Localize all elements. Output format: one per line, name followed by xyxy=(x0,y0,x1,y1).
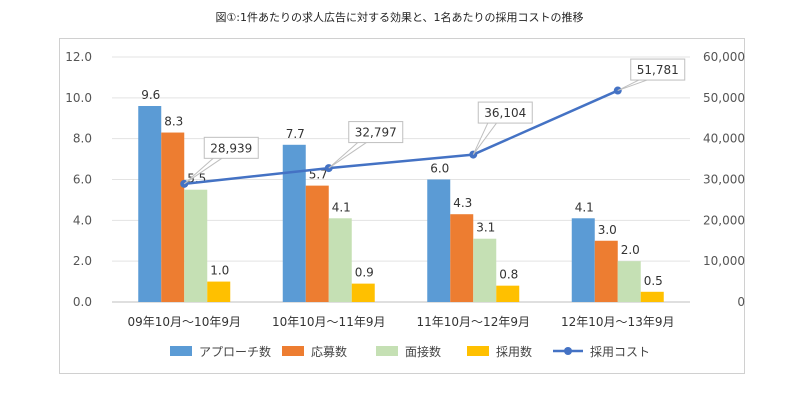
bar-data-label: 7.7 xyxy=(286,127,305,141)
bar xyxy=(427,179,451,302)
bar xyxy=(184,189,208,302)
y-right-tick-label: 20,000 xyxy=(703,213,745,227)
bar xyxy=(138,106,162,302)
bar-data-label: 8.3 xyxy=(164,115,183,129)
bar-data-label: 0.5 xyxy=(644,274,663,288)
y-left-tick-label: 6.0 xyxy=(73,173,92,187)
y-right-tick-label: 50,000 xyxy=(703,91,745,105)
y-right-tick-label: 0 xyxy=(737,295,745,309)
bar-data-label: 3.1 xyxy=(476,221,495,235)
bar-data-label: 5.7 xyxy=(309,168,328,182)
legend-label: 採用数 xyxy=(496,344,532,359)
callout-pointer xyxy=(617,78,650,92)
cost-data-label: 51,781 xyxy=(637,63,679,77)
bar-data-label: 4.1 xyxy=(332,200,351,214)
bar xyxy=(161,132,185,302)
bar-data-label: 0.8 xyxy=(499,268,518,282)
y-right-tick-label: 30,000 xyxy=(703,173,745,187)
cost-data-label: 32,797 xyxy=(355,126,397,140)
x-axis-categories: 09年10月～10年9月 10年10月～11年9月 11年10月～12年9月 12年1… xyxy=(128,315,675,329)
bar xyxy=(207,281,231,302)
bar xyxy=(496,285,520,302)
y-left-tick-label: 0.0 xyxy=(73,295,92,309)
y-left-tick-label: 10.0 xyxy=(65,91,92,105)
y-axis-left: 0.0 2.0 4.0 6.0 8.0 10.0 12.0 xyxy=(65,50,92,309)
chart-frame xyxy=(59,38,745,374)
x-category-label: 09年10月～10年9月 xyxy=(128,315,241,329)
y-right-tick-label: 10,000 xyxy=(703,254,745,268)
bar-data-label: 9.6 xyxy=(141,88,160,102)
legend-swatch xyxy=(170,346,192,356)
cost-data-label: 28,939 xyxy=(210,141,252,155)
legend-swatch xyxy=(376,346,398,356)
legend-marker xyxy=(564,347,572,355)
bar-data-label: 0.9 xyxy=(355,266,374,280)
bar xyxy=(450,214,474,302)
y-right-tick-label: 60,000 xyxy=(703,50,745,64)
bar xyxy=(328,218,352,302)
y-axis-right: 0 10,000 20,000 30,000 40,000 50,000 60,000 xyxy=(703,50,745,309)
legend-swatch xyxy=(467,346,489,356)
x-category-label: 11年10月～12年9月 xyxy=(417,315,530,329)
y-left-tick-label: 4.0 xyxy=(73,213,92,227)
bar-data-label: 6.0 xyxy=(430,162,449,176)
legend-label: 面接数 xyxy=(405,344,441,359)
x-category-label: 10年10月～11年9月 xyxy=(272,315,385,329)
callout-box xyxy=(630,58,686,81)
bar-group xyxy=(138,106,664,302)
bar xyxy=(305,185,329,302)
bar xyxy=(571,218,595,302)
callout-box xyxy=(477,101,533,124)
y-left-tick-label: 12.0 xyxy=(65,50,92,64)
bar-data-label: 3.0 xyxy=(598,223,617,237)
bar-data-label: 2.0 xyxy=(621,243,640,257)
bar xyxy=(594,240,618,302)
bar xyxy=(473,238,497,302)
y-left-tick-label: 8.0 xyxy=(73,132,92,146)
y-left-tick-label: 2.0 xyxy=(73,254,92,268)
legend-label: アプローチ数 xyxy=(199,344,271,359)
bar-data-label: 4.1 xyxy=(575,200,594,214)
cost-line-path xyxy=(184,89,619,186)
x-category-label: 12年10月～13年9月 xyxy=(561,315,674,329)
cost-data-label: 36,104 xyxy=(484,106,526,120)
bar xyxy=(282,144,306,302)
cost-callouts: 28,939 32,797 36,104 51,781 xyxy=(183,58,686,185)
callout-box xyxy=(348,121,404,144)
bar xyxy=(351,283,375,302)
bar xyxy=(640,291,664,302)
legend: アプローチ数 応募数 面接数 採用数 採用コスト xyxy=(170,344,650,359)
callout-box xyxy=(203,136,259,159)
y-right-tick-label: 40,000 xyxy=(703,132,745,146)
bar-data-label: 4.3 xyxy=(453,196,472,210)
bar xyxy=(617,261,641,302)
bar-data-label: 1.0 xyxy=(210,264,229,278)
chart-title: 図①:1件あたりの求人広告に対する効果と、1名あたりの採用コストの推移 xyxy=(215,11,584,24)
legend-label: 応募数 xyxy=(311,344,347,359)
legend-swatch xyxy=(282,346,304,356)
legend-label: 採用コスト xyxy=(590,345,650,359)
bar-labels: 9.68.35.51.07.75.74.10.96.04.33.10.84.13… xyxy=(141,88,663,288)
